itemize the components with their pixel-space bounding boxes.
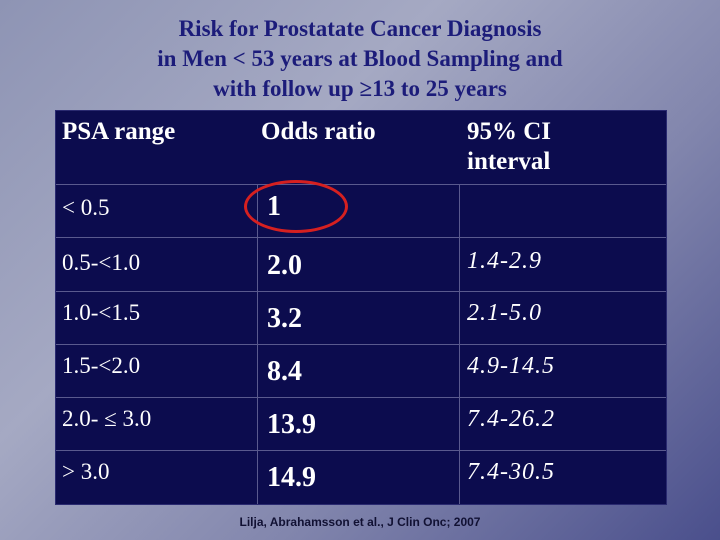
cell-range: 1.0-<1.5 bbox=[62, 300, 141, 325]
title-line-1: Risk for Prostatate Cancer Diagnosis bbox=[178, 16, 542, 41]
cell-odds: 13.9 bbox=[267, 409, 316, 440]
row-divider bbox=[56, 184, 666, 185]
cell-range: 0.5-<1.0 bbox=[62, 250, 141, 275]
header-ci-interval: interval bbox=[467, 148, 551, 175]
title-line-3: with follow up ≥13 to 25 years bbox=[213, 76, 507, 101]
cell-odds: 14.9 bbox=[267, 462, 316, 493]
header-ci: 95% CI bbox=[467, 118, 552, 145]
cell-odds: 8.4 bbox=[267, 356, 302, 387]
header-odds-ratio: Odds ratio bbox=[261, 118, 376, 145]
cell-ci: 2.1-5.0 bbox=[467, 300, 542, 326]
odds-ratio-table: PSA range Odds ratio 95% CI interval < 0… bbox=[55, 110, 667, 505]
column-divider bbox=[257, 184, 258, 504]
row-divider bbox=[56, 291, 666, 292]
row-divider bbox=[56, 450, 666, 451]
cell-range: 1.5-<2.0 bbox=[62, 353, 141, 378]
cell-ci: 7.4-30.5 bbox=[467, 459, 555, 485]
row-divider bbox=[56, 344, 666, 345]
header-psa-range: PSA range bbox=[62, 118, 176, 145]
cell-ci: 4.9-14.5 bbox=[467, 353, 555, 379]
row-divider bbox=[56, 237, 666, 238]
cell-ci: 1.4-2.9 bbox=[467, 248, 542, 274]
highlight-oval bbox=[244, 180, 348, 233]
column-divider bbox=[459, 184, 460, 504]
cell-range: > 3.0 bbox=[62, 459, 110, 484]
slide-title: Risk for Prostatate Cancer Diagnosis in … bbox=[0, 14, 720, 104]
citation: Lilja, Abrahamsson et al., J Clin Onc; 2… bbox=[239, 515, 481, 529]
cell-odds: 2.0 bbox=[267, 250, 302, 281]
cell-odds: 3.2 bbox=[267, 303, 302, 334]
title-line-2: in Men < 53 years at Blood Sampling and bbox=[157, 46, 563, 71]
cell-range: 2.0- ≤ 3.0 bbox=[62, 406, 152, 431]
cell-range: < 0.5 bbox=[62, 195, 110, 220]
row-divider bbox=[56, 397, 666, 398]
cell-ci: 7.4-26.2 bbox=[467, 406, 555, 432]
